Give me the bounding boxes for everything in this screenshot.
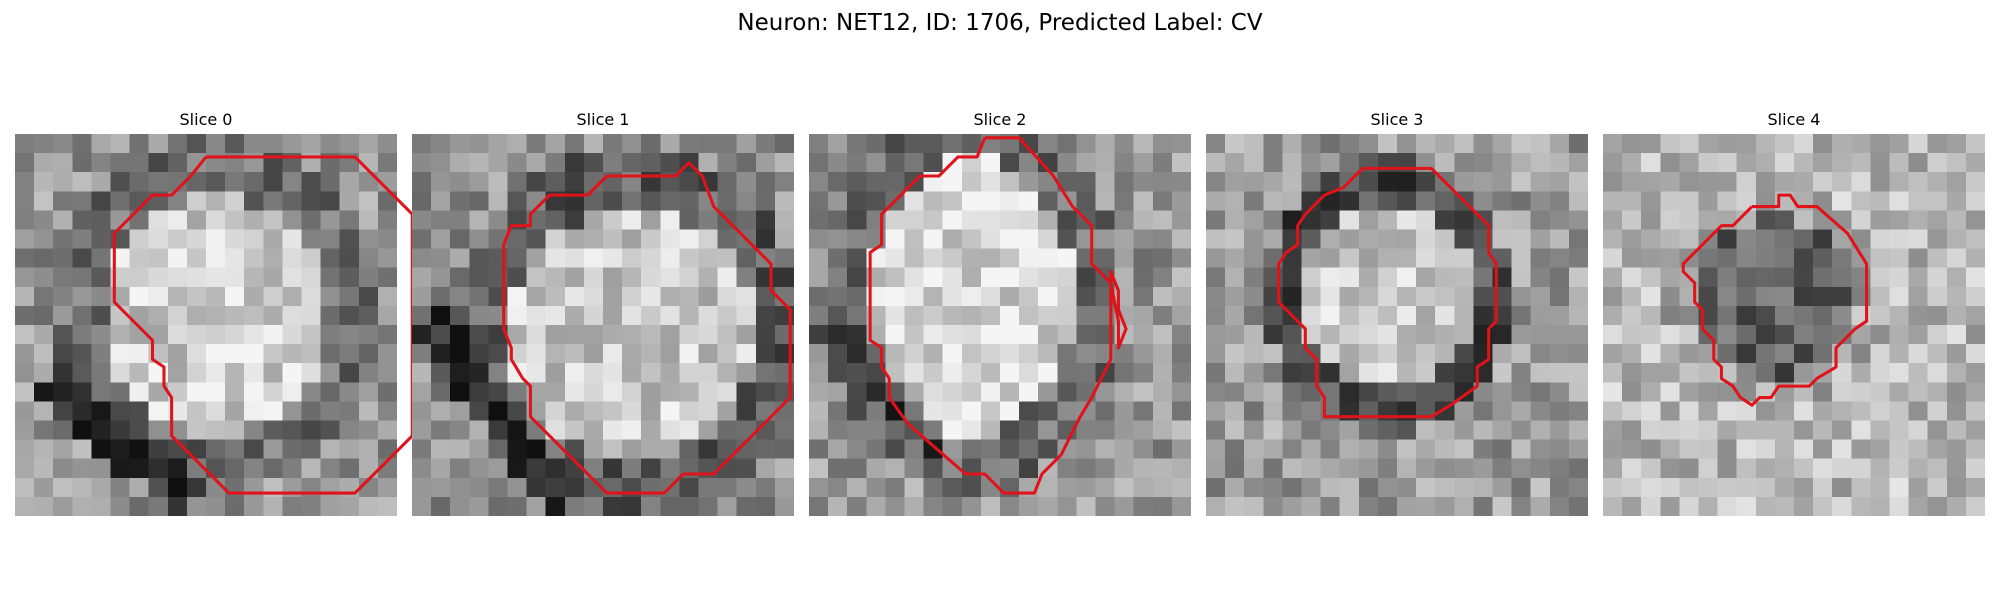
- contour-overlay: [1681, 193, 1869, 407]
- contour-overlay: [502, 161, 792, 495]
- cell-contour: [112, 155, 414, 495]
- slice-panel-0: Slice 0: [15, 110, 414, 516]
- slice-title: Slice 3: [1370, 110, 1424, 129]
- cell-contour: [868, 136, 1128, 495]
- slice-image: [412, 134, 794, 516]
- slice-image: [15, 134, 414, 516]
- slice-panel-1: Slice 1: [412, 110, 794, 516]
- slice-image: [809, 134, 1191, 516]
- cell-contour: [502, 161, 792, 495]
- slice-panel-4: Slice 4: [1603, 110, 1985, 516]
- cell-contour: [1681, 193, 1869, 407]
- contour-overlay: [112, 155, 414, 495]
- figure-title: Neuron: NET12, ID: 1706, Predicted Label…: [737, 10, 1263, 36]
- slice-panel-2: Slice 2: [809, 110, 1191, 516]
- contour-overlay: [1277, 166, 1498, 419]
- slice-image: [1206, 134, 1588, 516]
- slice-title: Slice 4: [1767, 110, 1821, 129]
- slice-image: [1603, 134, 1985, 516]
- contour-overlay: [868, 136, 1128, 495]
- cell-contour: [1277, 166, 1498, 419]
- slice-panel-3: Slice 3: [1206, 110, 1588, 516]
- slice-title: Slice 0: [179, 110, 233, 129]
- slice-title: Slice 2: [973, 110, 1027, 129]
- slice-title: Slice 1: [576, 110, 630, 129]
